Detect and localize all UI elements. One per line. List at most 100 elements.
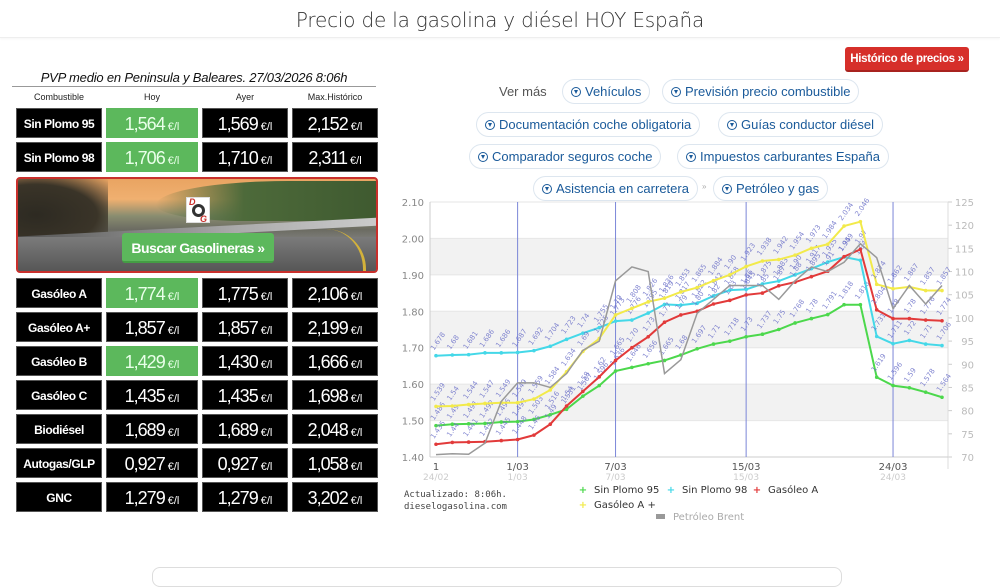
fuel-price-chart[interactable]: 1.40 1.50 1.60 1.70 1.80 1.90 2.00 2.10 70 75 80 85…	[398, 195, 1000, 525]
x-tick-sublabel: 24/03	[880, 473, 906, 483]
chip-documentacion-coche-obligatoria[interactable]: Documentación coche obligatoria	[476, 112, 701, 137]
data-point	[728, 339, 732, 343]
fuel-name: Autogas/GLP	[16, 448, 102, 478]
fuel-name-value: GNC	[46, 491, 72, 505]
chart-updated-info: Actualizado: 8:06h. dieselogasolina.com	[404, 489, 507, 513]
data-point	[597, 325, 602, 330]
data-point	[515, 350, 520, 355]
unit-label: €/l	[350, 359, 363, 371]
fuel-name: GNC	[16, 482, 102, 512]
data-point	[646, 334, 650, 339]
data-point	[466, 440, 471, 444]
logo-letter-g: G	[199, 214, 207, 224]
chip-asistencia-en-carretera[interactable]: Asistencia en carretera	[533, 176, 698, 201]
unit-label: €/l	[167, 359, 180, 371]
unit-label: €/l	[260, 359, 273, 371]
legend-gasoleo-a[interactable]: + Gasóleo A	[752, 485, 818, 496]
data-label: 1.596	[886, 360, 904, 381]
data-point	[662, 302, 667, 307]
y-tick-label: 2.00	[402, 234, 424, 245]
price-max-historic: 1,666 €/l	[292, 346, 378, 376]
data-point	[940, 318, 944, 323]
unit-label: €/l	[167, 427, 180, 439]
data-point	[711, 342, 716, 346]
logo-letter-d: D	[189, 197, 196, 207]
chip-comparador-seguros-coche[interactable]: Comparador seguros coche	[469, 144, 662, 169]
price-today: 1,857 €/l	[106, 312, 198, 342]
data-point	[434, 404, 438, 409]
unit-label: €/l	[260, 325, 273, 337]
data-label: 1.435	[429, 419, 447, 440]
unit-label: €/l	[350, 427, 363, 439]
chip-prevision-precio-combustible[interactable]: Previsión precio combustible	[662, 79, 860, 104]
data-point	[564, 404, 569, 408]
unit-label: €/l	[167, 495, 180, 507]
data-point	[728, 273, 732, 277]
price-today: 0,927 €/l	[106, 448, 198, 478]
data-point	[450, 440, 455, 445]
unit-label: €/l	[350, 121, 363, 133]
price-today-value: 1,857	[124, 318, 166, 338]
unit-label: €/l	[350, 393, 363, 405]
data-point	[744, 334, 748, 339]
data-point	[532, 417, 536, 422]
data-point	[858, 247, 863, 252]
price-yesterday-value: 0,927	[217, 454, 259, 474]
x-tick-label: 1/03	[506, 462, 528, 473]
legend-sin-plomo-98[interactable]: + Sin Plomo 98	[666, 485, 748, 496]
data-point	[891, 383, 895, 388]
price-today-value: 1,435	[124, 386, 166, 406]
data-point	[695, 347, 699, 351]
fuel-name: Gasóleo A+	[16, 312, 102, 342]
data-label: 1.984	[821, 219, 839, 240]
chip-vehiculos[interactable]: Vehículos	[562, 79, 651, 104]
unit-label: €/l	[260, 495, 273, 507]
fuel-name-value: Biodiésel	[34, 423, 84, 437]
price-yesterday: 1,689 €/l	[202, 414, 288, 444]
banner-road-line	[326, 229, 366, 271]
historico-precios-button[interactable]: Histórico de precios »	[845, 47, 969, 72]
y-tick-label: 1.60	[402, 380, 424, 391]
legend-sin-plomo-95[interactable]: + Sin Plomo 95	[578, 485, 660, 496]
data-point	[646, 311, 650, 315]
fuel-name: Sin Plomo 98	[16, 142, 102, 172]
price-today: 1,435 €/l	[106, 380, 198, 410]
price-max-historic-value: 2,106	[307, 284, 349, 304]
price-yesterday: 0,927 €/l	[202, 448, 288, 478]
data-point	[483, 421, 487, 426]
fuel-name-value: Gasóleo A	[31, 287, 87, 301]
data-point	[450, 353, 455, 357]
data-point	[695, 285, 699, 290]
chip-impuestos-carburantes-espana[interactable]: Impuestos carburantes España	[677, 144, 889, 169]
data-point	[548, 388, 553, 392]
price-yesterday: 1,279 €/l	[202, 482, 288, 512]
gas-station-search-banner[interactable]: D G Buscar Gasolineras »	[16, 177, 378, 273]
plus-marker-icon: +	[578, 500, 588, 511]
data-point	[711, 278, 716, 283]
data-point	[825, 242, 830, 247]
price-max-historic-value: 2,311	[308, 148, 348, 168]
data-point	[679, 290, 683, 294]
data-point	[711, 302, 716, 306]
download-circle-icon	[727, 120, 737, 130]
data-point	[679, 303, 683, 307]
legend-gasoleo-a-plus[interactable]: + Gasóleo A +	[578, 500, 656, 511]
price-max-historic: 2,152 €/l	[292, 108, 378, 138]
data-point	[809, 274, 814, 279]
legend-petroleo-brent[interactable]: Petróleo Brent	[656, 512, 744, 523]
chip-petroleo-y-gas[interactable]: Petróleo y gas	[713, 176, 829, 201]
y2-tick-label: 75	[961, 430, 974, 441]
site-name: dieselogasolina.com	[404, 502, 507, 512]
data-point	[891, 286, 895, 291]
price-today: 1,429 €/l	[106, 346, 198, 376]
price-yesterday-value: 1,569	[217, 114, 259, 134]
grid-band	[430, 311, 948, 348]
data-label: 1.791	[821, 290, 839, 311]
buscar-gasolineras-button[interactable]: Buscar Gasolineras »	[122, 233, 274, 263]
chip-guias-conductor-diesel[interactable]: Guías conductor diésel	[718, 112, 883, 137]
price-yesterday-value: 1,689	[217, 420, 259, 440]
unit-label: €/l	[350, 495, 363, 507]
y2-tick-label: 95	[961, 337, 974, 348]
data-point	[923, 288, 928, 293]
square-marker-icon	[656, 514, 665, 519]
